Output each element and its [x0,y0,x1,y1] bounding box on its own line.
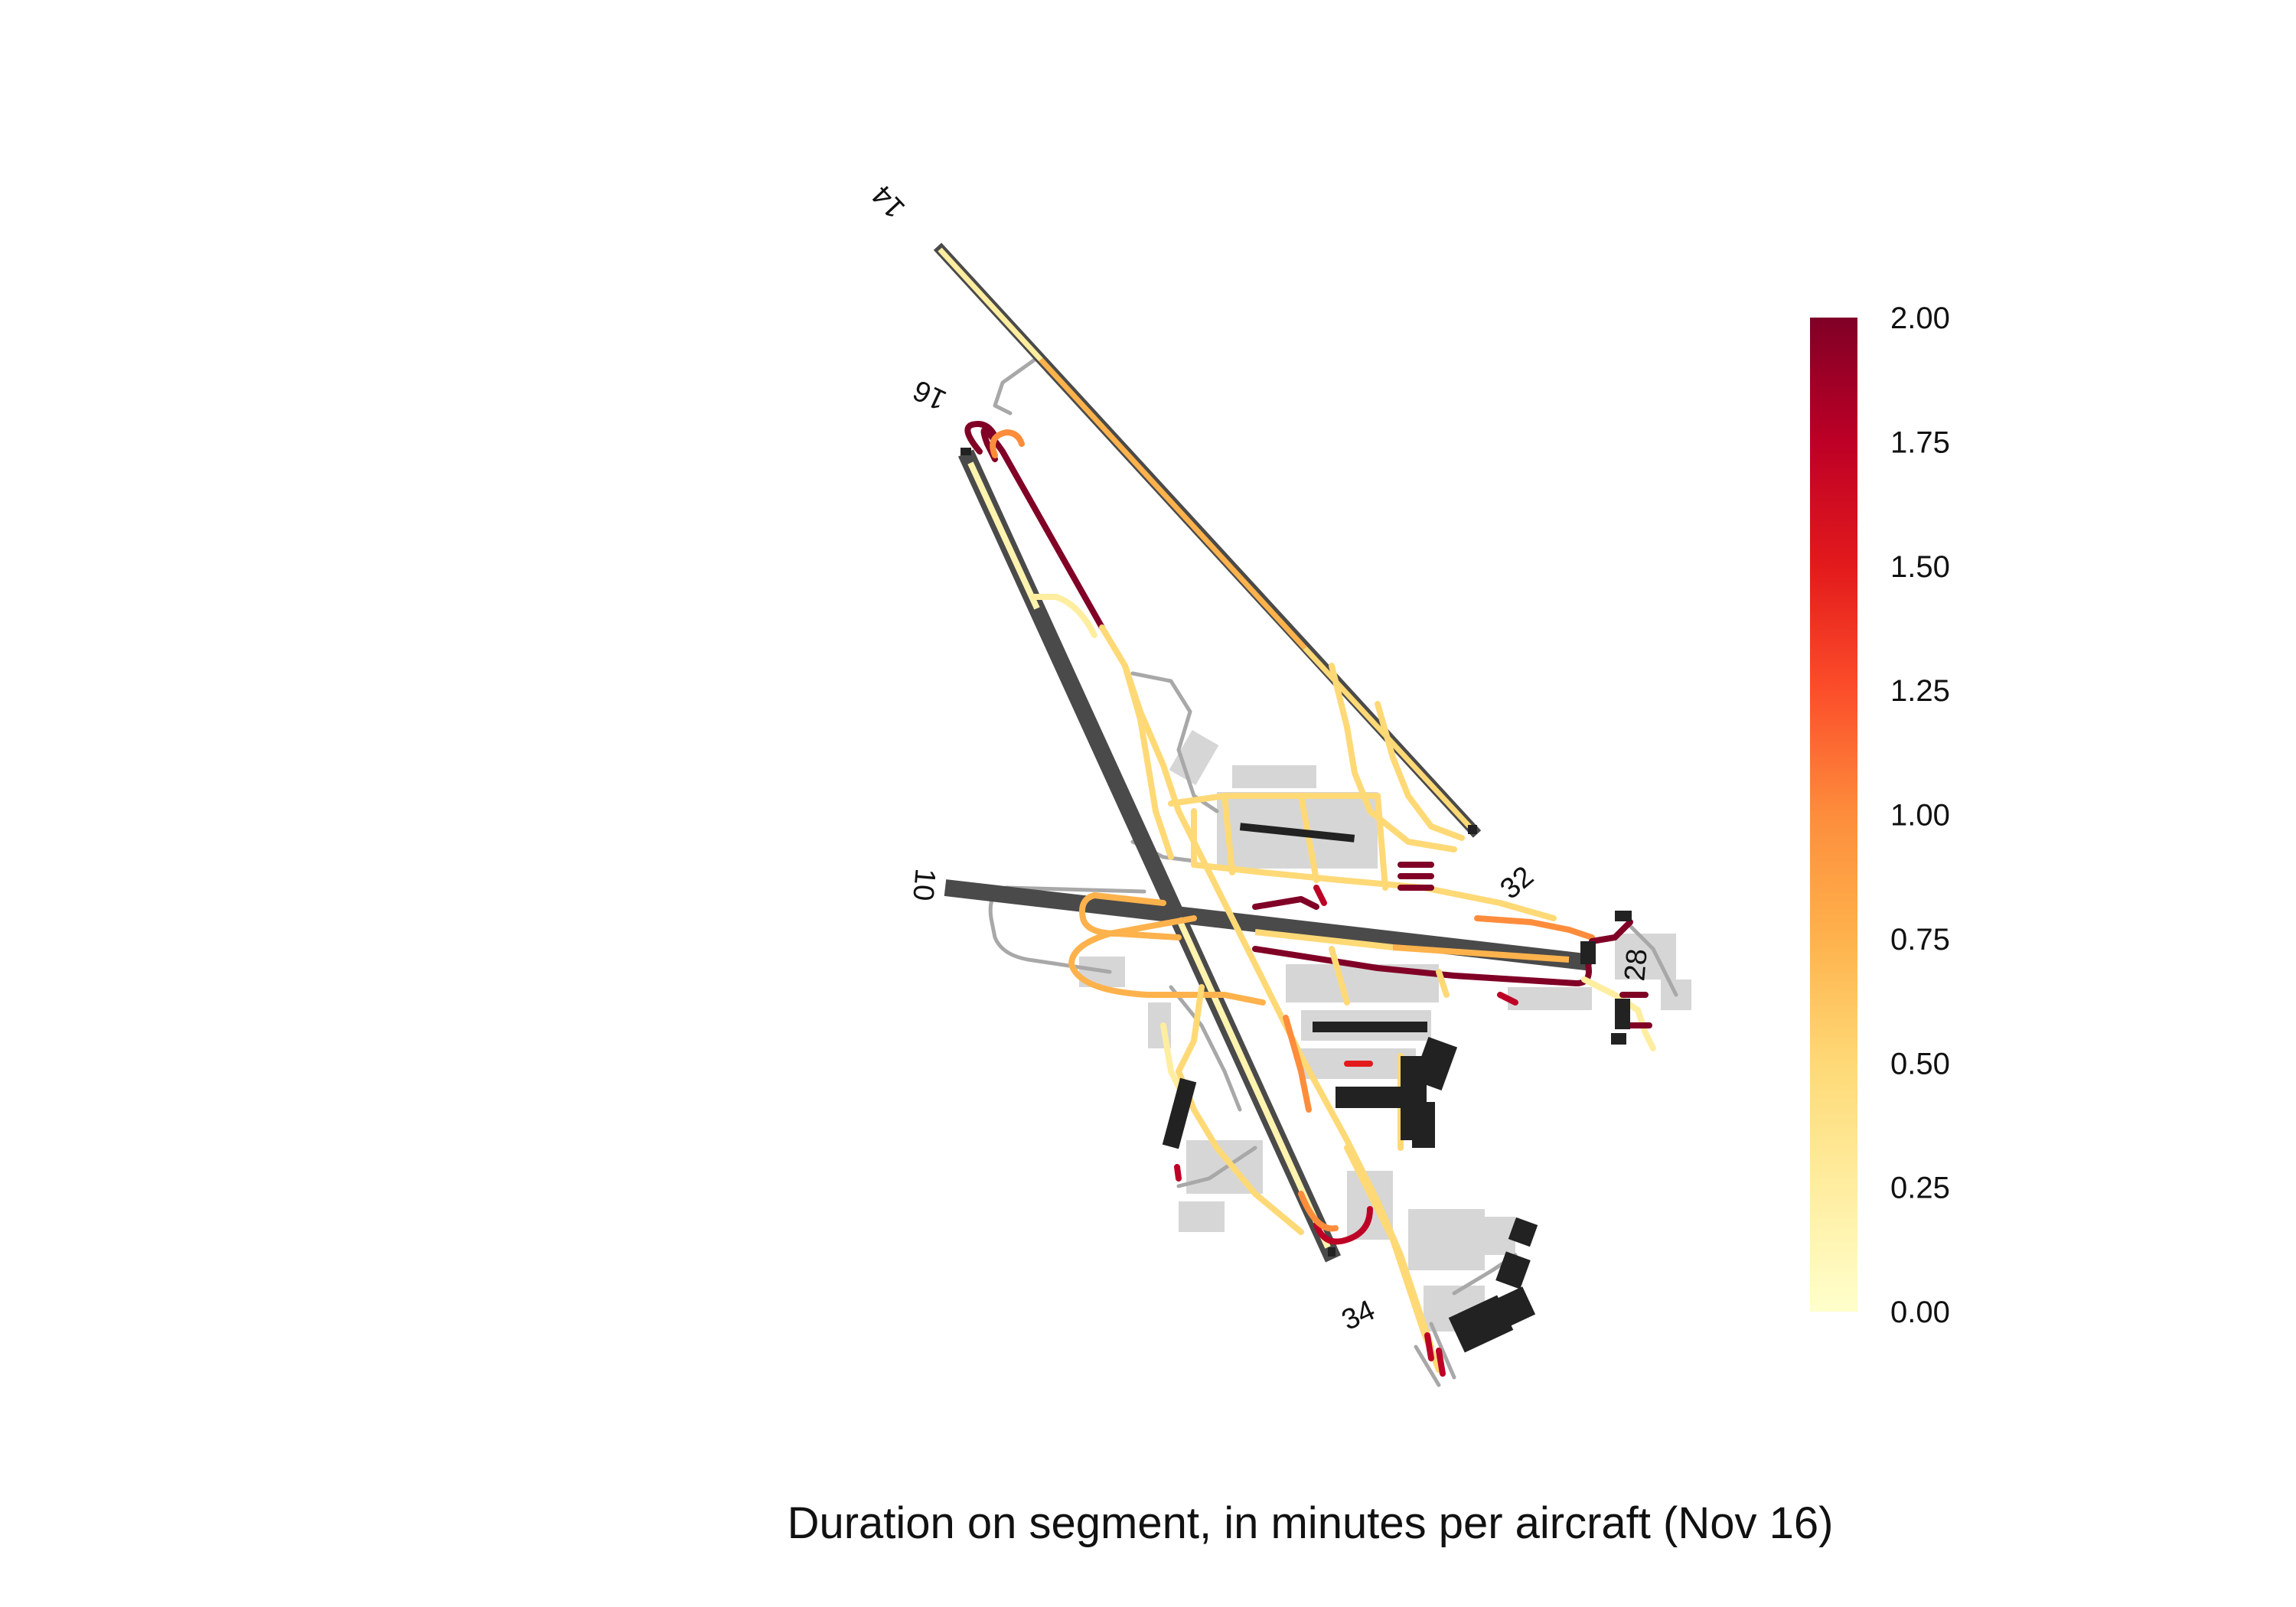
colorbar-tick-label: 2.00 [1890,302,1950,335]
colorbar-tick-label: 0.50 [1890,1047,1950,1081]
map-caption: Duration on segment, in minutes per airc… [788,1498,1834,1548]
taxiway-red-parallel-16 [964,421,998,455]
terminal-main-4 [1412,1036,1458,1091]
building-east-3 [1611,1033,1626,1045]
colorbar-ticks: 0.00 0.25 0.50 0.75 1.00 1.25 1.50 1.75 2.00 [1890,302,1950,1329]
building-east-4 [1615,911,1632,921]
taxiway-east-red-2 [1619,992,1652,1028]
apron-central-north [1232,765,1316,788]
runway-end-marker-16 [960,448,971,455]
terminal-main-5 [1412,1102,1435,1148]
apron-sw-2 [1179,1201,1225,1232]
apron-east-1 [1508,987,1592,1010]
building-west-1 [1162,1077,1197,1149]
segment-rwy14-north [938,247,1043,362]
taxiway-south-branch [1176,984,1304,1235]
taxiway-unused-se-2 [1429,1322,1456,1380]
runway-label-14: 14 [866,178,912,224]
runway-label-34: 34 [1337,1294,1380,1337]
apron-north-strip [1169,730,1219,785]
colorbar-tick-label: 1.00 [1890,799,1950,833]
taxiway-east-yellow [1581,976,1656,1051]
taxiway-parallel-14b [1375,701,1465,841]
taxiway-south-loop-orange [1298,1191,1339,1232]
runway-10-28 [944,879,1593,971]
taxiway-ew-north [1168,793,1381,807]
taxiway-south-orange [1283,1015,1312,1113]
taxiway-mid-connectors [1191,793,1450,1006]
terminal-main-1 [1313,1022,1427,1032]
taxiway-east-orange [1474,915,1595,940]
taxiway-nw-branch [1122,663,1174,860]
colorbar-tick-label: 0.75 [1890,923,1950,957]
taxiway-red-short-2 [1313,885,1327,906]
taxiway-unused-se-3 [1414,1345,1441,1387]
building-se-1 [1508,1217,1538,1247]
taxiway-orange-west-big [1068,915,1266,1006]
taxiway-unused-sw [1169,985,1242,1112]
taxiway-east-red-3 [1497,992,1518,1006]
building-east-2 [1615,999,1630,1029]
taxiway-unused-east [1628,924,1678,997]
taxiway-unused-south [1176,1146,1257,1188]
runway-end-marker-32 [1468,825,1477,834]
colorbar-tick-label: 1.25 [1890,674,1950,708]
segment-rwy10-east-b [1392,944,1570,963]
segment-rwy16-north [967,461,1040,610]
colorbar: 0.00 0.25 0.50 0.75 1.00 1.25 1.50 1.75 2.00 [1810,302,1950,1329]
taxiway-orange-hook-16 [990,429,1025,458]
runway-label-10: 10 [906,867,941,902]
runway-label-16: 16 [908,373,951,416]
runway-label-28: 28 [1619,947,1654,983]
taxiway-south-loop-red [1313,1206,1373,1245]
colorbar-tick-label: 0.25 [1890,1172,1950,1205]
segment-rwy14-mid [1039,357,1307,650]
taxiway-west-red-dot [1174,1164,1182,1182]
taxiway-unused-north-link [993,357,1037,416]
taxiway-red-dashes [1397,862,1434,891]
taxiway-ew-mid [1191,862,1557,921]
segment-rwy10-east-a [1254,929,1394,950]
colorbar-gradient [1810,318,1857,1312]
apron-s-4 [1462,1217,1515,1255]
building-se-2 [1495,1251,1531,1289]
taxiway-south-red-stub [1424,1332,1446,1377]
buildings [960,448,1632,1353]
taxiway-east-red-stub [1589,919,1633,944]
colorbar-tick-label: 1.75 [1890,425,1950,459]
taxiway-red-loop-16 [980,427,1105,631]
taxiway-red-short-1 [1252,896,1319,910]
runway-end-marker-34 [1328,1247,1336,1257]
building-north-bar [1239,823,1355,843]
taxiway-parallel-14 [1329,663,1457,852]
colorbar-tick-label: 0.00 [1890,1296,1950,1329]
building-se-4 [1487,1286,1536,1331]
colorbar-tick-label: 1.50 [1890,550,1950,584]
runway-label-32: 32 [1495,860,1540,905]
building-east-1 [1580,941,1596,964]
terminal-main-2 [1336,1087,1412,1108]
taxiway-north-curve [1030,594,1097,638]
